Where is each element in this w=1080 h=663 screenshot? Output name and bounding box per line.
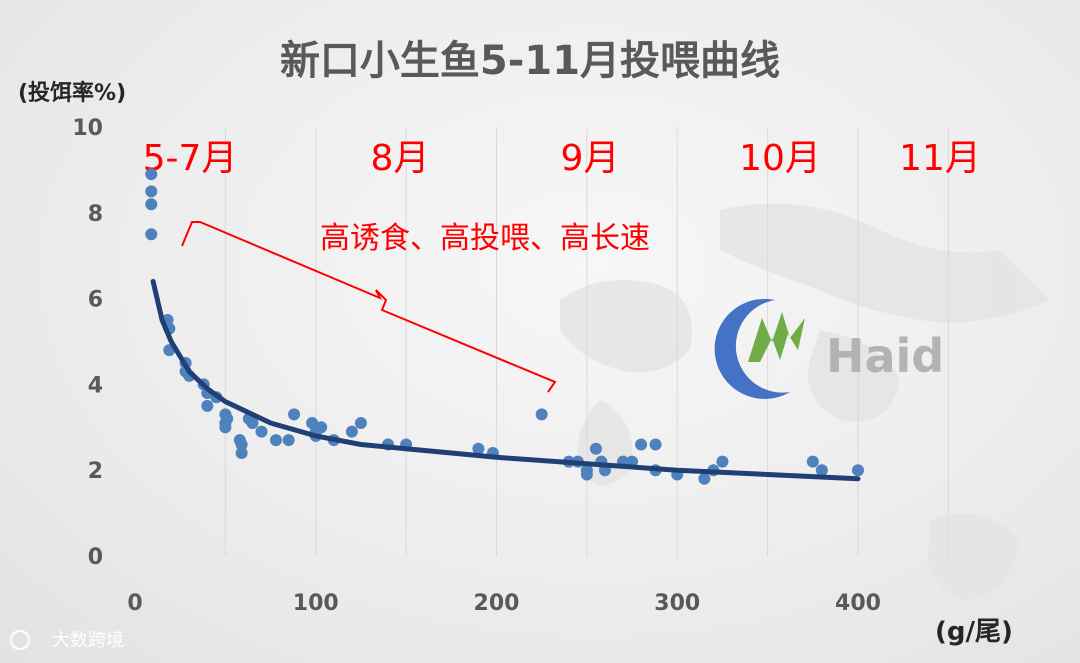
month-label: 9月 [561,138,620,179]
data-point [221,412,234,425]
x-tick-label: 200 [474,591,520,616]
data-point [201,399,214,412]
month-label: 5-7月 [143,138,238,179]
data-point [815,464,828,477]
data-point [145,168,158,181]
data-point [852,464,864,477]
haid-logo: Haid [714,298,944,399]
data-point [246,417,259,430]
annotation-text: 高诱食、高投喂、高长速 [320,221,650,256]
x-axis-label: (g/尾) [935,617,1013,647]
logo-wave-icon [748,312,805,362]
data-point [345,425,358,438]
data-point [315,421,328,434]
data-point [649,438,662,451]
y-tick-label: 4 [88,373,103,398]
watermark-text: 大数跨境 [52,630,124,651]
data-point [288,408,301,421]
data-point [635,438,648,451]
x-tick-label: 100 [293,591,339,616]
data-point [255,425,268,438]
y-tick-label: 10 [72,116,103,141]
world-map-decoration [560,203,1050,600]
month-label: 8月 [371,138,430,179]
y-axis-label: (投饵率%) [18,80,126,106]
data-point [716,455,729,468]
data-point [282,434,295,447]
annotation-brace [181,221,557,393]
data-point [698,472,711,485]
data-point [806,455,819,468]
y-tick-label: 2 [88,459,103,484]
watermark: 大数跨境 [10,630,124,651]
watermark-icon [10,630,30,650]
chart-title: 新口小生鱼5-11月投喂曲线 [280,38,780,84]
data-point [354,417,367,430]
x-tick-label: 400 [835,591,881,616]
month-label: 10月 [739,138,821,179]
data-point [535,408,548,421]
month-label: 11月 [899,138,981,179]
month-labels: 5-7月 8月 9月 10月 11月 [143,138,981,179]
data-point [235,438,248,451]
x-tick-label: 300 [654,591,700,616]
data-point [472,442,485,455]
data-point [589,442,602,455]
chart-grid [224,127,949,556]
data-point [145,198,158,211]
x-tick-label: 0 [127,591,142,616]
data-point [145,228,158,241]
logo-text: Haid [826,329,944,383]
y-tick-label: 8 [88,202,103,227]
y-axis-ticks: 0 2 4 6 8 10 [72,116,103,570]
trend-line [150,278,861,482]
data-point [145,185,158,198]
y-tick-label: 6 [88,288,103,313]
logo-crescent-icon [714,298,790,399]
data-point [235,447,248,460]
data-point [269,434,282,447]
x-axis-ticks: 0 100 200 300 400 [127,591,881,616]
y-tick-label: 0 [88,545,103,570]
data-point [580,468,593,481]
